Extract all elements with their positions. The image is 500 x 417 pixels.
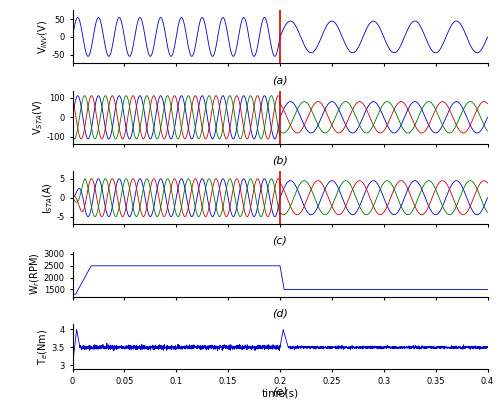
Y-axis label: W$_r$(RPM): W$_r$(RPM) xyxy=(28,253,42,295)
Text: (e): (e) xyxy=(272,386,288,396)
Text: (a): (a) xyxy=(272,75,288,85)
Text: (d): (d) xyxy=(272,308,288,318)
Y-axis label: V$_{INV}$(V): V$_{INV}$(V) xyxy=(36,20,50,54)
Y-axis label: T$_e$(Nm): T$_e$(Nm) xyxy=(36,329,50,364)
Text: (c): (c) xyxy=(272,236,287,246)
Text: (b): (b) xyxy=(272,156,288,166)
X-axis label: time(s): time(s) xyxy=(262,389,298,399)
Y-axis label: I$_{STA}$(A): I$_{STA}$(A) xyxy=(42,182,55,214)
Y-axis label: V$_{STA}$(V): V$_{STA}$(V) xyxy=(31,100,44,135)
